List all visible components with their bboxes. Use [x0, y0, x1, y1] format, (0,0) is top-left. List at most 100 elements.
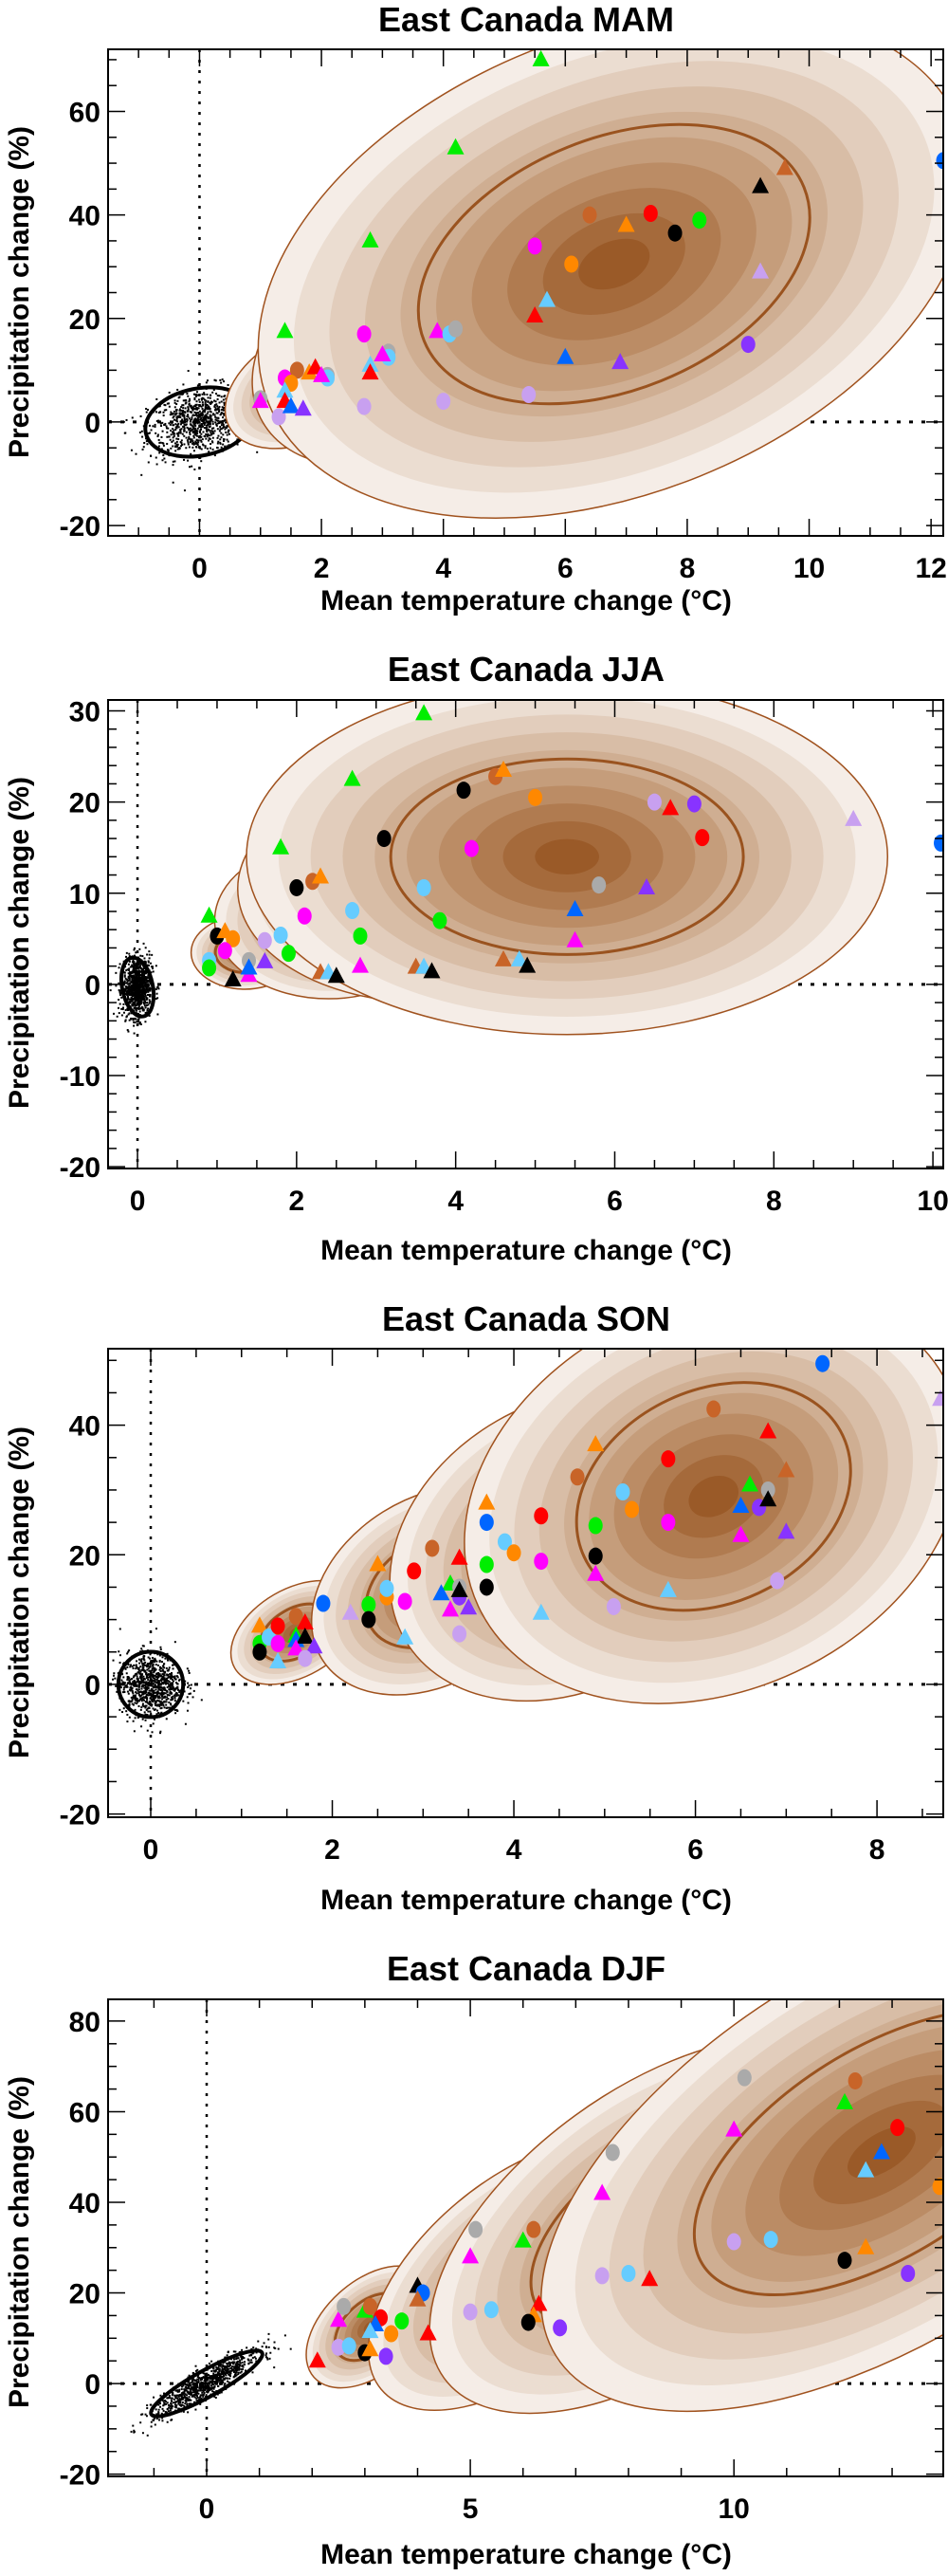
control-point: [135, 971, 137, 973]
control-point: [137, 967, 139, 969]
control-point: [199, 422, 201, 424]
control-point: [188, 1670, 190, 1672]
control-point: [118, 1007, 119, 1009]
control-point: [146, 2404, 148, 2406]
control-point: [155, 426, 156, 428]
control-scatter-cloud: [131, 2327, 321, 2437]
model-point-circle: [528, 789, 542, 806]
control-point: [163, 1663, 165, 1665]
control-point: [149, 1003, 151, 1004]
model-point-circle: [661, 1450, 675, 1467]
control-point: [187, 414, 189, 415]
control-point: [134, 1033, 136, 1035]
model-point-circle: [615, 1483, 629, 1500]
y-tick-label: -20: [60, 1800, 100, 1831]
control-point: [200, 439, 202, 441]
control-point: [210, 2378, 212, 2380]
control-point: [186, 2390, 188, 2392]
control-point: [125, 978, 127, 980]
control-point: [165, 1689, 167, 1691]
control-point: [119, 1654, 121, 1656]
control-point: [228, 2373, 229, 2375]
control-point: [195, 408, 197, 410]
control-point: [241, 2368, 243, 2370]
control-point: [211, 2390, 213, 2392]
control-point: [137, 963, 138, 965]
control-point: [142, 1703, 144, 1705]
control-point: [110, 989, 112, 991]
control-point: [150, 1666, 152, 1668]
control-point: [172, 1696, 173, 1698]
control-point: [139, 970, 141, 972]
control-point: [267, 2339, 269, 2341]
control-point: [231, 2369, 233, 2371]
control-point: [129, 975, 131, 977]
control-point: [135, 1691, 137, 1693]
control-point: [173, 415, 174, 417]
control-point: [243, 2357, 245, 2359]
control-point: [219, 438, 221, 440]
control-point: [131, 987, 133, 989]
control-point: [172, 2393, 173, 2395]
control-point: [166, 443, 168, 445]
control-point: [170, 1676, 172, 1678]
control-point: [215, 393, 217, 395]
control-point: [164, 2400, 166, 2401]
control-point: [149, 425, 151, 427]
control-point: [190, 2385, 191, 2387]
control-point: [170, 430, 172, 432]
control-point: [152, 1691, 154, 1693]
control-point: [146, 443, 148, 445]
control-point: [155, 1664, 157, 1665]
control-point: [128, 984, 130, 985]
control-point: [158, 1681, 160, 1683]
control-point: [208, 422, 210, 424]
model-point-circle: [695, 829, 709, 846]
control-point: [155, 411, 157, 413]
control-point: [174, 445, 176, 447]
model-point-circle: [564, 255, 578, 272]
y-tick-label: 40: [69, 2188, 100, 2219]
control-point: [228, 2378, 230, 2380]
control-point: [144, 1021, 146, 1022]
control-point: [180, 2395, 182, 2397]
model-point-circle: [727, 2234, 741, 2251]
control-point: [199, 411, 201, 413]
control-point: [137, 1684, 139, 1686]
control-point: [133, 990, 135, 992]
control-point: [124, 432, 126, 434]
control-point: [189, 466, 191, 468]
control-point: [178, 2391, 180, 2393]
control-point: [264, 2342, 265, 2344]
model-point-circle: [394, 2312, 409, 2329]
control-point: [119, 992, 121, 994]
control-point: [175, 409, 177, 411]
control-point: [148, 1677, 150, 1679]
control-point: [166, 1718, 168, 1720]
y-axis-label: Precipitation change (%): [4, 126, 35, 458]
control-point: [188, 2385, 190, 2387]
control-point: [187, 410, 189, 412]
control-point: [211, 428, 213, 430]
control-point: [265, 2352, 267, 2354]
control-point: [183, 399, 185, 401]
control-point: [196, 435, 198, 437]
control-point: [203, 397, 205, 399]
control-point: [169, 2395, 171, 2397]
control-point: [147, 1665, 149, 1667]
control-point: [173, 2399, 175, 2401]
model-point-circle: [934, 835, 948, 852]
control-point: [151, 1661, 153, 1663]
control-point: [220, 436, 222, 438]
control-point: [141, 979, 143, 981]
control-point: [206, 427, 208, 429]
control-point: [223, 424, 225, 426]
control-point: [210, 408, 211, 410]
control-point: [177, 1683, 179, 1684]
control-point: [197, 414, 199, 415]
control-point: [215, 379, 217, 381]
control-point: [195, 2365, 197, 2367]
control-point: [161, 1692, 163, 1694]
control-point: [183, 435, 185, 437]
control-point: [173, 460, 175, 462]
